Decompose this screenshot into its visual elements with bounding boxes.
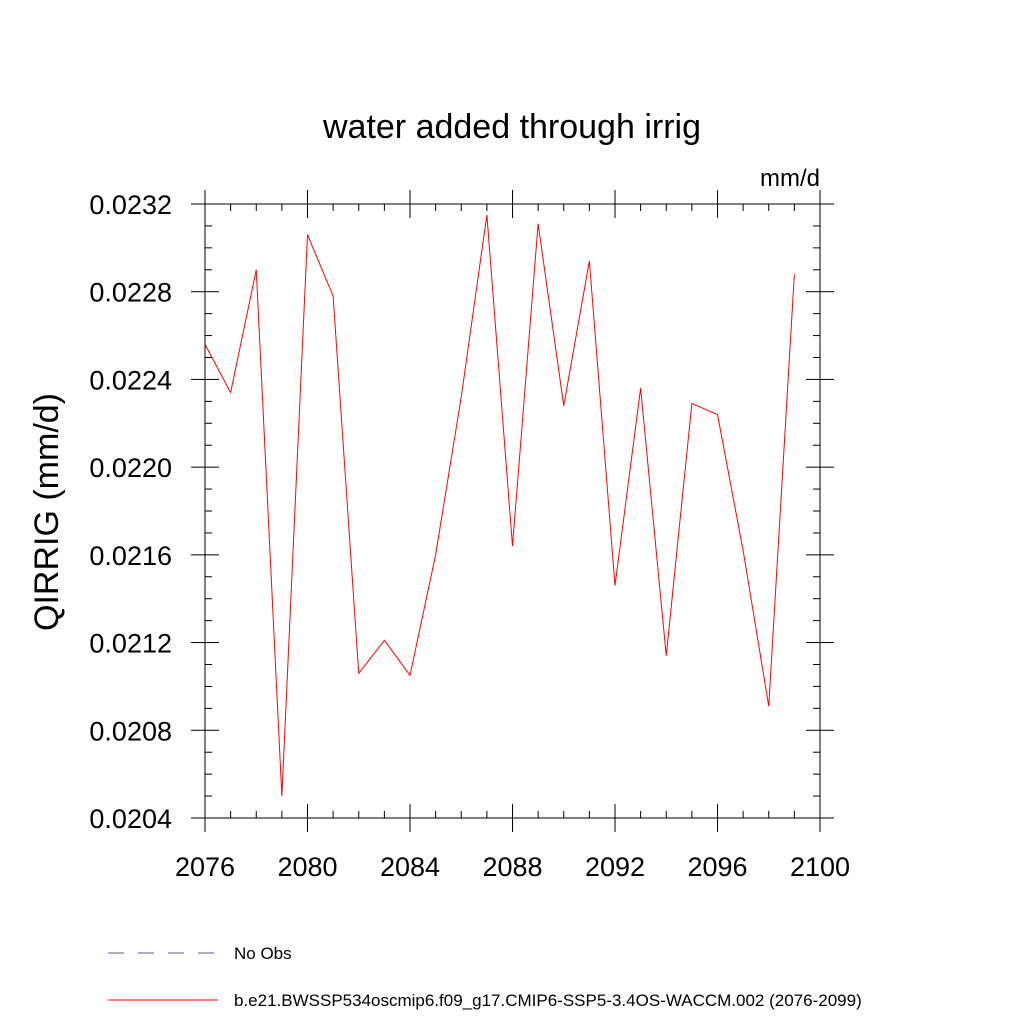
- y-tick-label: 0.0212: [89, 629, 172, 659]
- x-tick-label: 2096: [687, 852, 747, 882]
- axis-ticks: [191, 190, 834, 832]
- y-tick-label: 0.0232: [89, 190, 172, 220]
- legend-series-label: b.e21.BWSSP534oscmip6.f09_g17.CMIP6-SSP5…: [234, 991, 862, 1010]
- x-tick-label: 2088: [482, 852, 542, 882]
- x-tick-label: 2100: [790, 852, 850, 882]
- y-tick-label: 0.0224: [89, 365, 172, 395]
- chart-title: water added through irrig: [322, 108, 701, 146]
- series-layer: [204, 214, 795, 797]
- legend-no-obs-label: No Obs: [234, 944, 292, 963]
- x-tick-label: 2080: [277, 852, 337, 882]
- units-label: mm/d: [760, 165, 820, 192]
- tick-labels: 2076 2080 2084 2088 2092 2096 2100 0.0204 0.0208…: [89, 190, 850, 882]
- y-tick-label: 0.0228: [89, 278, 172, 308]
- y-tick-label: 0.0220: [89, 453, 172, 483]
- y-axis-label: QIRRIG (mm/d): [28, 393, 66, 631]
- x-tick-label: 2076: [175, 852, 235, 882]
- y-tick-label: 0.0204: [89, 804, 172, 834]
- legend: No Obs b.e21.BWSSP534oscmip6.f09_g17.CMI…: [108, 944, 862, 1010]
- y-tick-label: 0.0216: [89, 541, 172, 571]
- plot-frame: [204, 203, 821, 819]
- x-tick-label: 2092: [585, 852, 645, 882]
- x-tick-label: 2084: [380, 852, 440, 882]
- series-line: [204, 214, 795, 797]
- y-tick-label: 0.0208: [89, 716, 172, 746]
